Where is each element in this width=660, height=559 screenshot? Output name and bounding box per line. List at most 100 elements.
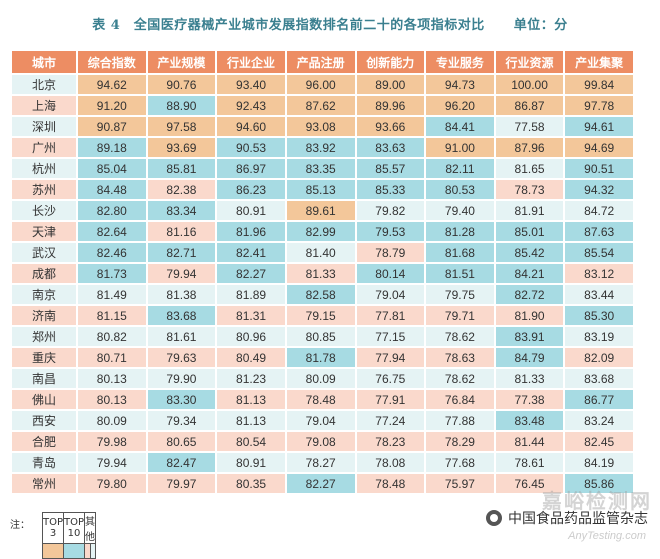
watermark-stamp-sub: AnyTesting.com <box>568 530 646 542</box>
score-cell: 78.62 <box>426 369 494 388</box>
score-cell: 80.09 <box>78 411 146 430</box>
header-resource: 行业资源 <box>495 51 564 73</box>
score-cell: 93.40 <box>217 75 285 94</box>
score-cell: 81.40 <box>286 243 355 262</box>
score-cell: 79.40 <box>426 201 494 220</box>
score-cell: 89.00 <box>356 75 425 94</box>
score-cell: 84.19 <box>565 453 633 472</box>
score-cell: 82.72 <box>495 285 564 304</box>
score-cell: 81.51 <box>426 264 494 283</box>
score-cell: 89.18 <box>78 138 146 157</box>
score-cell: 84.48 <box>78 180 146 199</box>
score-cell: 81.15 <box>78 306 146 325</box>
score-cell: 85.13 <box>286 180 355 199</box>
table-row: 长沙 82.80 83.34 80.91 89.61 79.82 79.40 81.91 84.… <box>12 201 633 220</box>
score-cell: 83.92 <box>286 138 355 157</box>
score-cell: 80.54 <box>217 432 285 451</box>
score-cell: 78.79 <box>356 243 425 262</box>
score-cell: 85.04 <box>78 159 146 178</box>
watermark-stamp: 嘉峪检测网 <box>542 489 652 513</box>
score-cell: 79.63 <box>147 348 216 367</box>
city-cell: 北京 <box>12 75 76 94</box>
score-cell: 78.73 <box>495 180 564 199</box>
score-cell: 79.15 <box>286 306 355 325</box>
ranking-table: 城市 综合指数 产业规模 行业企业 产品注册 创新能力 专业服务 行业资源 产业… <box>10 49 635 495</box>
score-cell: 97.78 <box>565 96 633 115</box>
header-service: 专业服务 <box>426 51 494 73</box>
score-cell: 81.16 <box>147 222 216 241</box>
score-cell: 80.96 <box>217 327 285 346</box>
city-cell: 常州 <box>12 474 76 493</box>
table-row: 青岛 79.94 82.47 80.91 78.27 78.08 77.68 78.61 84.… <box>12 453 633 472</box>
table-row: 重庆 80.71 79.63 80.49 81.78 77.94 78.63 84.79 82.… <box>12 348 633 367</box>
score-cell: 83.24 <box>565 411 633 430</box>
score-cell: 100.00 <box>495 75 564 94</box>
legend-note: 注： <box>10 520 30 531</box>
score-cell: 86.97 <box>217 159 285 178</box>
score-cell: 82.99 <box>286 222 355 241</box>
table-row: 南京 81.49 81.38 81.89 82.58 79.04 79.75 82.72 83.… <box>12 285 633 304</box>
city-cell: 西安 <box>12 411 76 430</box>
score-cell: 82.47 <box>147 453 216 472</box>
score-cell: 81.68 <box>426 243 494 262</box>
city-cell: 广州 <box>12 138 76 157</box>
score-cell: 85.81 <box>147 159 216 178</box>
table-row: 武汉 82.46 82.71 82.41 81.40 78.79 81.68 85.42 85.… <box>12 243 633 262</box>
city-cell: 深圳 <box>12 117 76 136</box>
city-cell: 成都 <box>12 264 76 283</box>
score-cell: 85.54 <box>565 243 633 262</box>
score-cell: 85.57 <box>356 159 425 178</box>
score-cell: 86.23 <box>217 180 285 199</box>
score-cell: 80.09 <box>286 369 355 388</box>
table-row: 西安 80.09 79.34 81.13 79.04 77.24 77.88 83.48 83.… <box>12 411 633 430</box>
score-cell: 77.38 <box>495 390 564 409</box>
city-cell: 南昌 <box>12 369 76 388</box>
unit-label: 单位：分 <box>513 18 568 33</box>
legend-top10-swatch <box>63 543 86 559</box>
score-cell: 93.69 <box>147 138 216 157</box>
score-cell: 80.65 <box>147 432 216 451</box>
score-cell: 79.97 <box>147 474 216 493</box>
score-cell: 94.61 <box>565 117 633 136</box>
score-cell: 81.89 <box>217 285 285 304</box>
score-cell: 75.97 <box>426 474 494 493</box>
city-cell: 上海 <box>12 96 76 115</box>
score-cell: 83.48 <box>495 411 564 430</box>
table-row: 合肥 79.98 80.65 80.54 79.08 78.23 78.29 81.44 82.… <box>12 432 633 451</box>
legend-other-swatch-b <box>89 543 96 559</box>
score-cell: 81.73 <box>78 264 146 283</box>
score-cell: 77.88 <box>426 411 494 430</box>
score-cell: 82.58 <box>286 285 355 304</box>
score-cell: 81.61 <box>147 327 216 346</box>
score-cell: 90.53 <box>217 138 285 157</box>
table-row: 天津 82.64 81.16 81.96 82.99 79.53 81.28 85.01 87.… <box>12 222 633 241</box>
score-cell: 77.81 <box>356 306 425 325</box>
score-cell: 78.48 <box>286 390 355 409</box>
city-cell: 天津 <box>12 222 76 241</box>
score-cell: 79.34 <box>147 411 216 430</box>
score-cell: 99.84 <box>565 75 633 94</box>
score-cell: 91.00 <box>426 138 494 157</box>
score-cell: 82.64 <box>78 222 146 241</box>
score-cell: 78.63 <box>426 348 494 367</box>
score-cell: 85.33 <box>356 180 425 199</box>
score-cell: 92.43 <box>217 96 285 115</box>
score-cell: 85.42 <box>495 243 564 262</box>
score-cell: 81.65 <box>495 159 564 178</box>
city-cell: 苏州 <box>12 180 76 199</box>
legend-top3-label: TOP 3 <box>41 512 65 544</box>
source-watermark: 中国食品药品监管杂志 <box>486 508 648 528</box>
score-cell: 90.51 <box>565 159 633 178</box>
score-cell: 87.63 <box>565 222 633 241</box>
score-cell: 94.32 <box>565 180 633 199</box>
score-cell: 82.27 <box>286 474 355 493</box>
table-row: 上海 91.20 88.90 92.43 87.62 89.96 96.20 86.87 97.… <box>12 96 633 115</box>
score-cell: 79.94 <box>78 453 146 472</box>
score-cell: 76.75 <box>356 369 425 388</box>
score-cell: 87.62 <box>286 96 355 115</box>
header-scale: 产业规模 <box>147 51 216 73</box>
header-composite: 综合指数 <box>78 51 146 73</box>
table-row: 郑州 80.82 81.61 80.96 80.85 77.15 78.62 83.91 83.… <box>12 327 633 346</box>
score-cell: 79.71 <box>426 306 494 325</box>
table-row: 北京 94.62 90.76 93.40 96.00 89.00 94.73 100.00 99… <box>12 75 633 94</box>
